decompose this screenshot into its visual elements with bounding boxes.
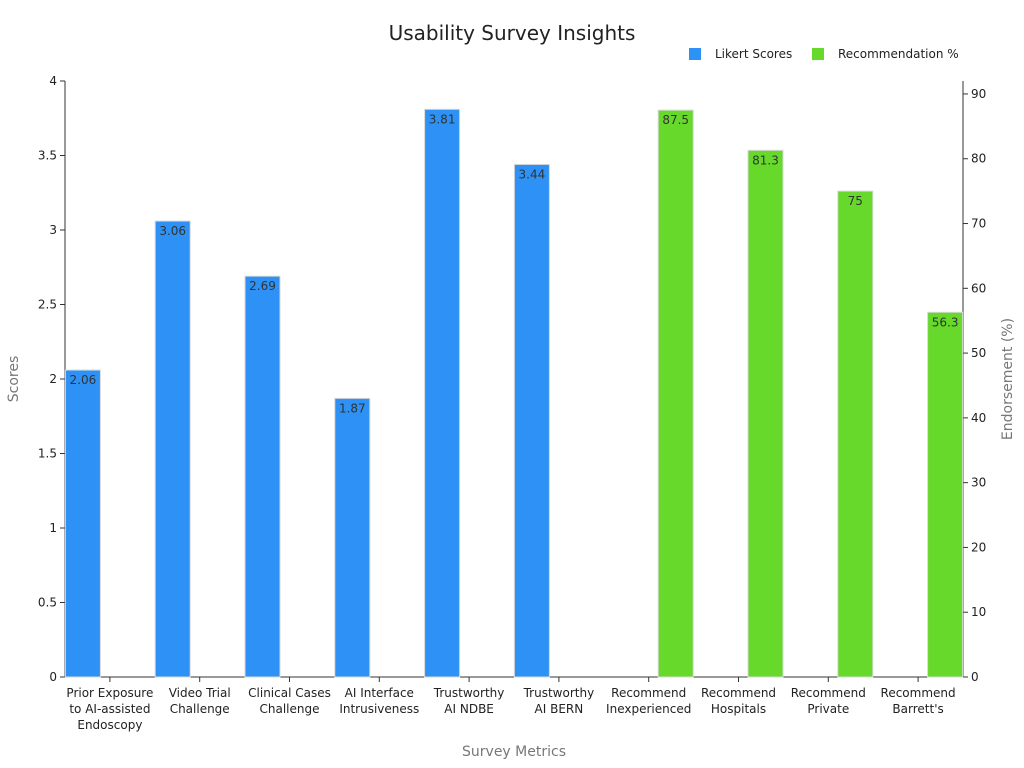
likert-value-label: 3.06: [159, 224, 186, 238]
x-tick-label: Trustworthy AI BERN: [523, 686, 595, 716]
x-tick-label: Prior Exposure to AI-assisted Endoscopy: [66, 686, 153, 732]
x-tick-label: Recommend Barrett's: [881, 686, 956, 716]
likert-value-label: 1.87: [339, 401, 366, 415]
y-tick-label: 3.5: [38, 149, 57, 163]
y-tick-label: 1: [49, 521, 57, 535]
y2-tick-label: 80: [971, 152, 986, 166]
y2-tick-label: 50: [971, 346, 986, 360]
y-tick-label: 0: [49, 670, 57, 684]
legend-label-recommendation: Recommendation %: [838, 47, 959, 61]
y-tick-label: 1.5: [38, 447, 57, 461]
x-tick-label: Recommend Private: [791, 686, 866, 716]
legend-swatch-likert: [689, 48, 701, 60]
recommendation-bar: [747, 149, 784, 678]
x-tick-label: Trustworthy AI NDBE: [433, 686, 505, 716]
legend-label-likert: Likert Scores: [715, 47, 792, 61]
y2-tick-label: 0: [971, 670, 979, 684]
y2-tick-label: 60: [971, 281, 986, 295]
y-tick-label: 2.5: [38, 298, 57, 312]
y2-tick-label: 40: [971, 411, 986, 425]
y2-axis-title: Endorsement (%): [1000, 318, 1016, 440]
recommendation-bar: [837, 190, 874, 678]
y-tick-label: 4: [49, 74, 57, 88]
y2-tick-label: 10: [971, 605, 986, 619]
likert-bar: [334, 397, 371, 678]
legend-swatch-recommendation: [812, 48, 824, 60]
y2-tick-label: 90: [971, 87, 986, 101]
likert-bar: [154, 220, 191, 678]
recommendation-value-label: 56.3: [932, 315, 959, 329]
recommendation-bar: [657, 109, 694, 678]
y-tick-label: 3: [49, 223, 57, 237]
recommendation-value-label: 81.3: [752, 153, 779, 167]
y2-tick-label: 30: [971, 476, 986, 490]
recommendation-bar: [927, 311, 964, 678]
y-axis-title: Scores: [6, 356, 22, 403]
recommendation-value-label: 75: [848, 194, 863, 208]
x-tick-label: Recommend Hospitals: [701, 686, 776, 716]
y-tick-label: 0.5: [38, 596, 57, 610]
likert-value-label: 2.06: [70, 373, 97, 387]
y2-tick-label: 70: [971, 217, 986, 231]
likert-bar: [513, 163, 550, 678]
y2-tick-label: 20: [971, 540, 986, 554]
plot-area: 00.511.522.533.540102030405060708090Prio…: [38, 74, 986, 732]
likert-value-label: 3.44: [519, 167, 546, 181]
legend: Likert Scores Recommendation %: [689, 47, 959, 61]
y-tick-label: 2: [49, 372, 57, 386]
x-tick-label: Video Trial Challenge: [169, 686, 231, 716]
x-tick-label: Recommend Inexperienced: [606, 686, 691, 716]
recommendation-value-label: 87.5: [662, 113, 689, 127]
likert-value-label: 3.81: [429, 112, 456, 126]
chart-title: Usability Survey Insights: [389, 21, 636, 45]
x-tick-label: Clinical Cases Challenge: [248, 686, 331, 716]
x-axis-title: Survey Metrics: [462, 744, 566, 760]
likert-bar: [424, 108, 461, 678]
likert-bar: [244, 275, 281, 678]
x-tick-label: AI Interface Intrusiveness: [339, 686, 419, 716]
likert-bar: [64, 369, 101, 678]
likert-value-label: 2.69: [249, 279, 276, 293]
